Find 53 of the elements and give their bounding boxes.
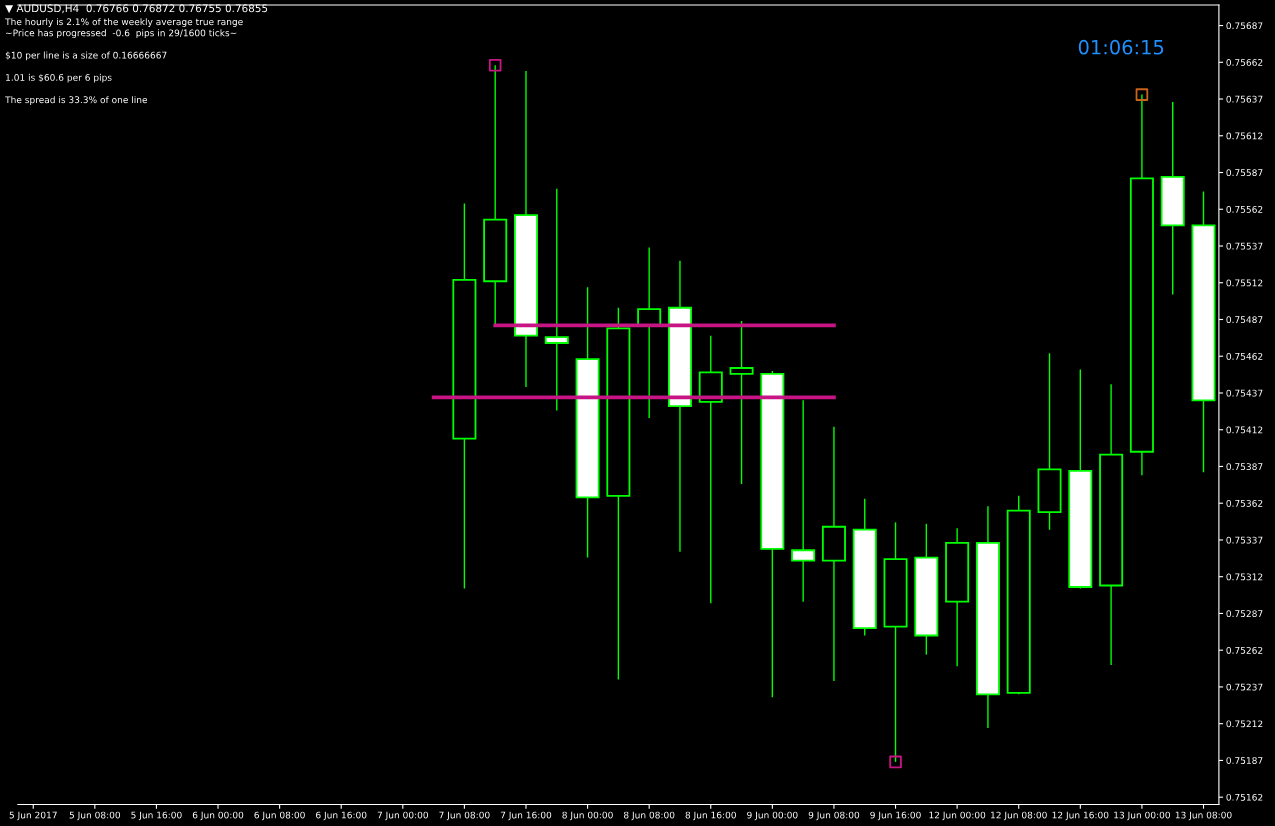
y-tick-label: 0.75562	[1226, 205, 1263, 213]
candlestick	[544, 187, 569, 412]
y-tick-label: 0.75312	[1226, 573, 1263, 581]
y-tick-label: 0.75237	[1226, 683, 1263, 691]
x-tick-label: 7 Jun 08:00	[439, 811, 490, 821]
y-tick-label: 0.75262	[1226, 646, 1263, 654]
point	[488, 58, 502, 72]
x-tick-label: 5 Jun 08:00	[69, 811, 121, 821]
y-tick-label: 0.75212	[1226, 720, 1263, 728]
annotation: 01:06:15	[1078, 39, 1164, 55]
x-tick-label: 8 Jun 16:00	[685, 811, 736, 821]
x-tick-label: 12 Jun 08:00	[991, 811, 1047, 821]
x-tick-label: 6 Jun 16:00	[316, 811, 367, 821]
x-tick-label: 6 Jun 00:00	[192, 811, 244, 821]
candlestick	[791, 399, 816, 603]
y-tick-label: 0.75362	[1226, 499, 1263, 507]
candlestick	[698, 334, 723, 604]
y-tick-label: 0.75387	[1226, 463, 1263, 471]
x-tick-label: 6 Jun 08:00	[254, 811, 305, 821]
y-tick-label: 0.75662	[1226, 59, 1263, 66]
y-tick-label: 0.75187	[1226, 757, 1263, 764]
point	[889, 755, 902, 769]
x-tick-label: 13 Jun 08:00	[1175, 811, 1232, 821]
y-tick-label: 0.75287	[1226, 610, 1263, 618]
chart-title: ▼ AUDUSD,H4 0.76766 0.76872 0.76755 0.76855	[5, 4, 268, 14]
candlestick	[729, 320, 754, 485]
x-tick-label: 12 Jun 16:00	[1052, 811, 1109, 821]
candlestick	[637, 246, 662, 419]
y-tick-label: 0.75412	[1226, 426, 1263, 434]
text: The hourly is 2.1% of the weekly average true range ~Price has progressed -0.6 pips in 29/1600 ticks~ $10 per line is a size of 0.16666667 1.01 is $60.6 per 6 pips The spread is 33.3% of one line	[5, 18, 243, 105]
x-tick-label: 7 Jun 00:00	[377, 811, 429, 821]
y-tick-label: 0.75462	[1226, 352, 1263, 360]
x-tick-label: 9 Jun 08:00	[808, 811, 860, 821]
x-tick-label: 7 Jun 16:00	[500, 811, 552, 821]
y-tick-label: 0.75612	[1226, 132, 1263, 140]
y-tick-label: 0.75437	[1226, 389, 1263, 397]
x-tick-label: 9 Jun 16:00	[870, 811, 921, 821]
point	[1135, 88, 1149, 101]
y-tick-label: 0.75637	[1226, 95, 1263, 103]
y-tick-label: 0.75162	[1226, 793, 1263, 801]
x-tick-label: 12 Jun 00:00	[929, 811, 986, 821]
x-tick-label: 5 Jun 16:00	[131, 811, 182, 821]
x-tick-label: 9 Jun 00:00	[747, 811, 798, 821]
x-tick-label: 8 Jun 08:00	[623, 811, 675, 821]
y-tick-label: 0.75337	[1226, 536, 1263, 544]
x-tick-label: 5 Jun 2017	[9, 811, 57, 821]
y-tick-label: 0.75687	[1226, 22, 1263, 30]
x-tick-label: 8 Jun 00:00	[562, 811, 613, 821]
y-tick-label: 0.75537	[1226, 242, 1263, 250]
y-tick-label: 0.75587	[1226, 169, 1263, 177]
x-tick-label: 13 Jun 00:00	[1114, 811, 1170, 821]
y-tick-label: 0.75487	[1226, 316, 1263, 324]
y-tick-label: 0.75512	[1226, 279, 1263, 287]
